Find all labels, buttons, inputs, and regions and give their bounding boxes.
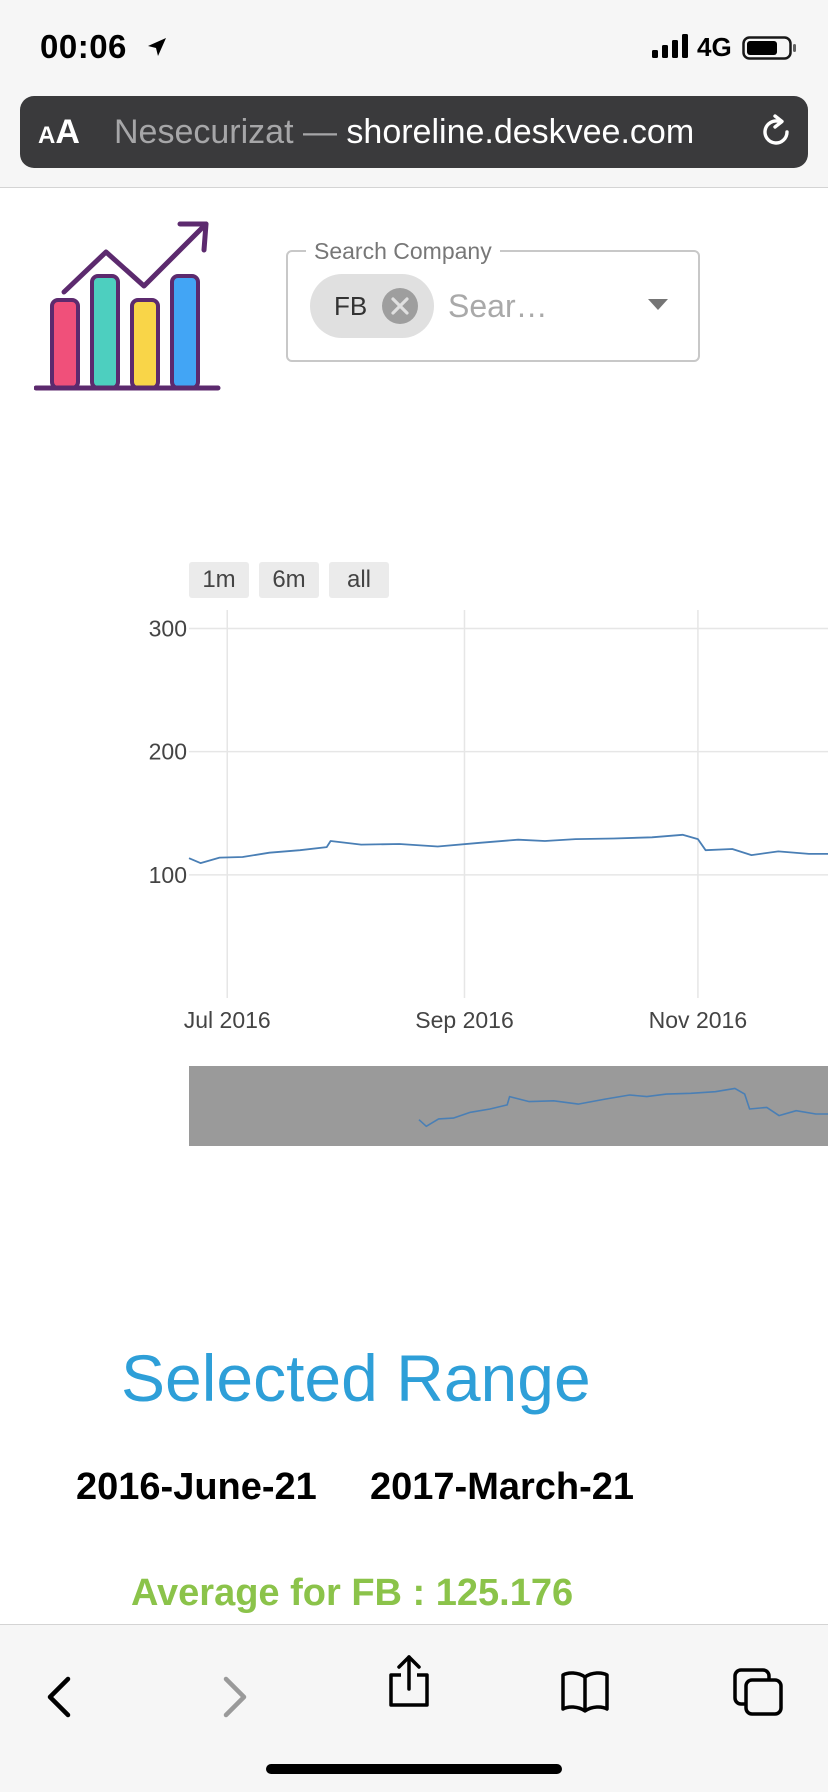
x-tick-label-2: Nov 2016 xyxy=(649,1007,747,1033)
reload-icon[interactable] xyxy=(757,113,795,151)
range-end-date: 2017-March-21 xyxy=(370,1466,635,1508)
x-tick-label-1: Sep 2016 xyxy=(415,1007,513,1033)
text-size-button[interactable]: AA xyxy=(38,113,80,151)
range-start-date: 2016-June-21 xyxy=(76,1466,317,1508)
bookmarks-icon[interactable] xyxy=(560,1669,610,1713)
url-text[interactable]: Nesecurizat — shoreline.deskvee.com xyxy=(114,111,694,153)
selected-range-title: Selected Range xyxy=(121,1341,591,1415)
y-tick-label-0: 100 xyxy=(149,862,187,888)
range-slider-preview xyxy=(418,1087,828,1128)
company-chip[interactable]: FB xyxy=(310,274,434,338)
forward-icon[interactable] xyxy=(218,1675,250,1719)
slider-series-line xyxy=(418,1087,828,1128)
average-value: Average for FB : 125.176 xyxy=(131,1572,574,1614)
status-time: 00:06 xyxy=(40,28,127,65)
search-input[interactable] xyxy=(448,282,628,330)
share-icon[interactable] xyxy=(387,1653,431,1709)
close-icon[interactable] xyxy=(382,288,418,324)
address-bar[interactable]: AA Nesecurizat — shoreline.deskvee.com xyxy=(20,96,808,168)
battery-icon xyxy=(742,36,796,60)
range-button-6m[interactable]: 6m xyxy=(259,562,319,598)
chevron-down-icon[interactable] xyxy=(648,299,668,311)
y-tick-label-1: 200 xyxy=(149,739,187,765)
home-indicator xyxy=(266,1764,562,1774)
location-arrow-icon xyxy=(148,38,166,56)
range-slider[interactable] xyxy=(189,1066,828,1146)
range-button-1m[interactable]: 1m xyxy=(189,562,249,598)
back-icon[interactable] xyxy=(44,1675,76,1719)
search-legend: Search Company xyxy=(306,237,500,265)
series-line-fb xyxy=(188,833,828,865)
y-tick-label-2: 300 xyxy=(149,615,187,641)
range-button-all[interactable]: all xyxy=(329,562,389,598)
status-bar: 00:06 4G xyxy=(0,0,828,90)
network-label: 4G xyxy=(697,32,732,62)
browser-chrome: AA Nesecurizat — shoreline.deskvee.com xyxy=(0,90,828,188)
chip-label: FB xyxy=(334,291,368,321)
signal-bars-icon xyxy=(652,34,688,58)
tabs-icon[interactable] xyxy=(732,1667,784,1717)
url-host: shoreline.deskvee.com xyxy=(346,113,695,151)
x-tick-label-0: Jul 2016 xyxy=(184,1007,271,1033)
chart-logo-icon xyxy=(34,221,221,391)
stock-line-chart[interactable]: 100 200 300 Jul 2016 Sep 2016 Nov 2016 xyxy=(0,600,828,1040)
url-security-label: Nesecurizat — xyxy=(114,113,347,151)
